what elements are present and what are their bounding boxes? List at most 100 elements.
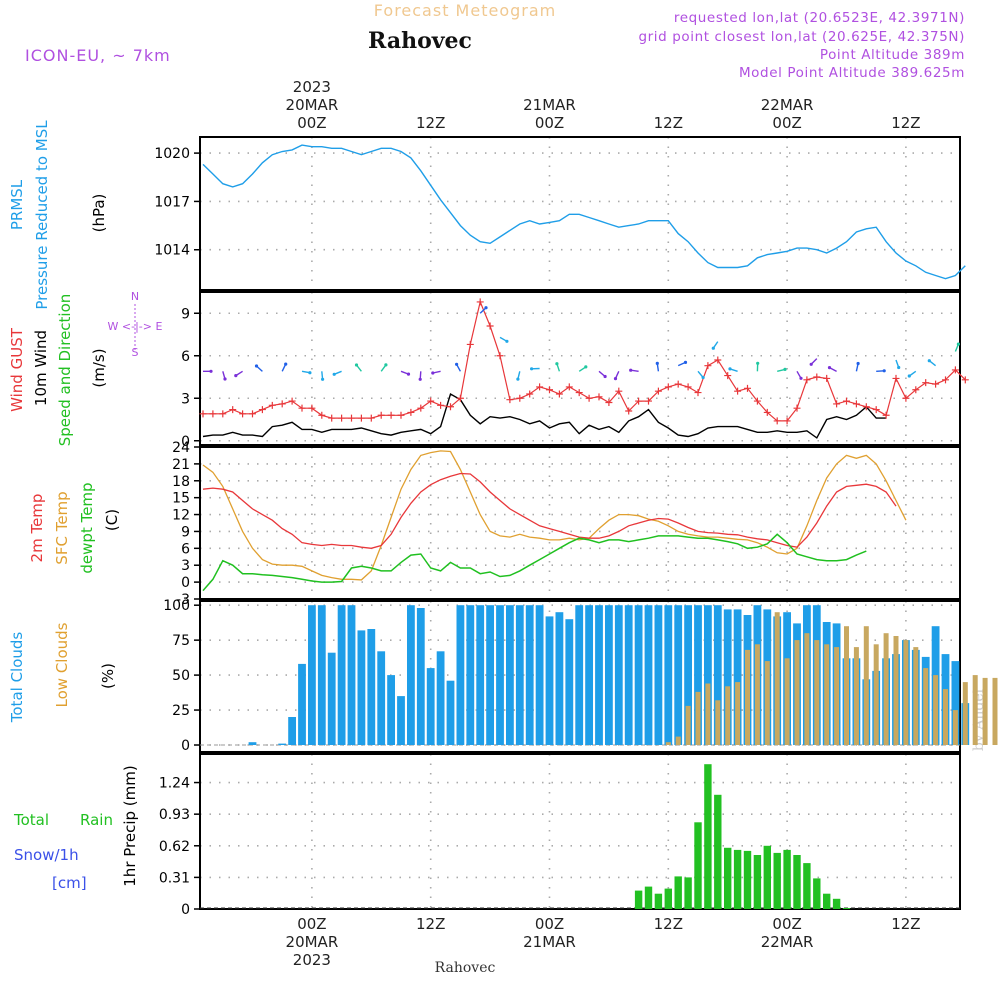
wind-gust-point: [852, 400, 860, 408]
rain-bar: [793, 855, 801, 909]
low-clouds-bar: [933, 675, 939, 745]
pressure-panel: 1014 1017 1020: [154, 136, 966, 291]
wind-gust-point: [942, 376, 949, 384]
wind-gust-point: [367, 414, 375, 422]
total-clouds-bar: [317, 605, 326, 745]
low-clouds-bar: [913, 647, 919, 745]
wind-direction-arrow-head: [254, 364, 259, 368]
wind-gust-point: [268, 401, 276, 409]
total-clouds-label: Total Clouds: [8, 632, 26, 724]
low-clouds-bar: [873, 644, 879, 745]
wind-direction-arrow-head: [956, 342, 961, 346]
wind-gust-point: [437, 401, 445, 409]
wind-gust-point: [328, 414, 336, 422]
wind-direction-arrow-head: [799, 376, 803, 380]
total-clouds-bar: [327, 652, 336, 745]
total-clouds-bar: [347, 605, 356, 745]
precip-ytick-label: 0.93: [159, 807, 190, 823]
low-clouds-bar: [685, 705, 691, 745]
low-clouds-bar: [764, 661, 770, 745]
total-clouds-bar: [694, 605, 702, 745]
precip-frame: [199, 753, 961, 910]
wind-direction-arrow-head: [332, 372, 336, 376]
wind-frame: [199, 291, 961, 446]
wind-panel: 0 3 6 9: [181, 291, 969, 450]
wind-gust-point: [278, 400, 286, 408]
wind-gust-point: [684, 383, 692, 391]
t2m-label: 2m Temp: [28, 494, 46, 563]
wind-gust-point: [357, 414, 365, 422]
pressure-line: [202, 144, 966, 280]
wind-gust-point: [546, 386, 553, 394]
low-clouds-bar: [972, 675, 978, 745]
wind-gust-point: [298, 404, 306, 412]
wind-direction-arrow-head: [223, 377, 227, 381]
low-clouds-bar: [735, 682, 741, 745]
bottom-time-label: 12Z: [654, 915, 683, 933]
rain-bar: [634, 890, 643, 909]
wind-direction-arrow-head: [907, 374, 911, 378]
temp-ytick-label: -3: [176, 592, 190, 608]
low-clouds-bar: [844, 626, 849, 745]
clouds-ytick-label: 0: [181, 738, 190, 754]
bottom-time-label: 00Z: [772, 915, 801, 933]
wind-gust-point: [407, 408, 415, 416]
bottom-time-label: 12Z: [416, 915, 445, 933]
clouds-ytick-label: 75: [172, 633, 190, 649]
wind-gust-point: [417, 404, 425, 412]
top-time-label: 12Z: [654, 114, 683, 132]
total-clouds-bar: [416, 608, 425, 745]
top-time-label: 2023: [293, 78, 331, 96]
temp-ytick-label: 0: [181, 575, 190, 591]
wind-gust-point: [397, 411, 405, 419]
wind-direction-arrow-head: [584, 365, 588, 369]
wind-gust-point: [229, 406, 237, 414]
low-clouds-bar: [725, 686, 731, 745]
temp-unit: (C): [103, 509, 121, 531]
low-clouds-bar: [675, 736, 681, 745]
wind-gust-point: [753, 397, 761, 405]
snow-label: Snow/1h: [14, 846, 79, 864]
rain-bar: [763, 845, 771, 909]
low-clouds-bar: [962, 682, 968, 745]
wind-direction-arrow-head: [406, 372, 411, 376]
top-time-label: 00Z: [772, 114, 801, 132]
total-clouds-bar: [585, 605, 593, 745]
wind-direction-arrow-head: [603, 374, 607, 379]
rain-bar: [743, 850, 752, 909]
total-clouds-bar: [723, 609, 732, 745]
rain-bar: [773, 852, 781, 909]
wind-direction-arrow-head: [418, 377, 422, 381]
wind-direction-arrow-head: [711, 346, 715, 350]
low-clouds-label: Low Clouds: [53, 622, 71, 707]
wind-gust-point: [288, 397, 296, 405]
info-line: Point Altitude 389m: [820, 47, 965, 63]
wind-direction-arrow-head: [655, 361, 659, 365]
wind-gust-point: [902, 394, 910, 402]
wind-direction-arrow-head: [484, 306, 488, 310]
low-clouds-bar: [745, 649, 750, 745]
wind-gust-point: [595, 393, 603, 401]
wind-gust-point: [912, 386, 920, 394]
low-clouds-bar: [883, 633, 889, 746]
wind-gust-point: [803, 376, 811, 384]
low-clouds-bar: [665, 742, 671, 745]
gust-label: Wind GUST: [8, 327, 26, 412]
wind-direction-arrow-head: [555, 362, 559, 366]
temp-ytick-label: 15: [172, 491, 190, 507]
bottom-time-label: 00Z: [535, 915, 564, 933]
total-clouds-bar: [545, 616, 554, 745]
pressure-ytick-label: 1014: [154, 243, 190, 259]
rain-bar: [832, 898, 841, 909]
wind-gust-point: [783, 417, 791, 425]
wind-label: 10m Wind: [32, 330, 50, 406]
wind-gust-point: [843, 397, 850, 405]
pressure-label: PRMSL: [8, 179, 26, 230]
wind-gust-point: [575, 389, 583, 397]
low-clouds-bar: [893, 636, 899, 746]
temp-frame: [199, 446, 961, 600]
wind-direction-arrow-head: [827, 366, 832, 370]
top-time-label: 22MAR: [761, 96, 814, 114]
info-lines: requested lon,lat (20.6523E, 42.3971N) gr…: [638, 10, 965, 81]
temp-ytick-label: 9: [181, 524, 190, 540]
